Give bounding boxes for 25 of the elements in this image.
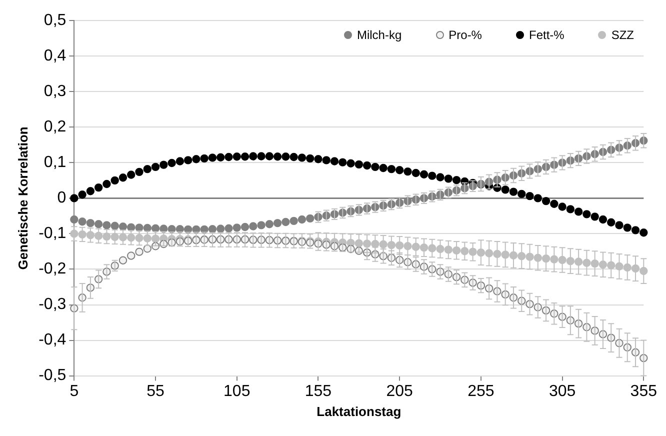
x-tick-label: 5 [70, 382, 79, 400]
x-tick-label: 355 [630, 382, 658, 400]
x-tick-label: 255 [468, 382, 494, 400]
legend-label: SZZ [611, 28, 634, 42]
legend-label: Pro-% [448, 28, 482, 42]
x-tick-label: 55 [146, 382, 165, 400]
legend-label: Fett-% [528, 28, 564, 42]
x-tick-label: 105 [224, 382, 250, 400]
y-tick-label: 0,1 [44, 154, 66, 172]
x-tick-label: 305 [548, 382, 576, 400]
x-axis-title: Laktationstag [316, 404, 402, 419]
x-tick-label: 205 [386, 382, 414, 400]
y-tick-label: -0,3 [38, 296, 66, 314]
y-axis-title: Genetische Korrelation [15, 126, 30, 270]
y-tick-label: 0,5 [44, 12, 66, 30]
y-tick-label: -0,2 [38, 260, 66, 278]
y-tick-label: 0,2 [44, 118, 66, 136]
legend-label: Milch-kg [356, 28, 402, 42]
y-tick-label: 0 [57, 190, 66, 207]
y-tick-label: -0,1 [38, 225, 66, 242]
y-tick-label: 0,4 [44, 48, 66, 65]
y-tick-label: -0,5 [38, 367, 66, 384]
x-tick-label: 155 [304, 382, 332, 400]
y-tick-label: 0,3 [44, 83, 66, 100]
y-tick-label: -0,4 [38, 332, 66, 349]
